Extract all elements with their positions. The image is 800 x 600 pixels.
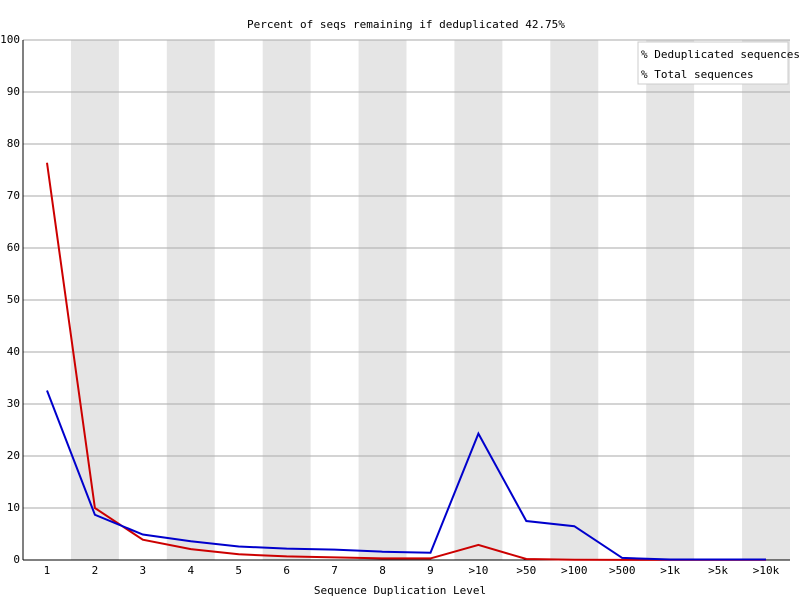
series-line — [46, 390, 766, 561]
y-tick-label: 10 — [7, 501, 20, 514]
legend-box — [637, 41, 789, 85]
x-axis-label: Sequence Duplication Level — [314, 584, 486, 597]
x-tick-label: 5 — [235, 564, 242, 577]
x-tick-label: 2 — [92, 564, 99, 577]
x-tick-label: >10 — [468, 564, 488, 577]
x-tick-label: 9 — [427, 564, 434, 577]
x-tick-label: 4 — [187, 564, 194, 577]
y-tick-label: 70 — [7, 189, 20, 202]
y-tick-label: 0 — [13, 553, 20, 566]
x-tick-label: >10k — [753, 564, 780, 577]
series-line — [46, 162, 766, 561]
y-tick-label: 30 — [7, 397, 20, 410]
legend-entry: % Total sequences — [641, 68, 754, 81]
x-tick-label: >5k — [708, 564, 728, 577]
x-tick-label: >50 — [516, 564, 536, 577]
y-tick-label: 40 — [7, 345, 20, 358]
y-tick-label: 100 — [0, 33, 20, 46]
y-tick-label: 90 — [7, 85, 20, 98]
x-tick-label: 3 — [140, 564, 147, 577]
chart-title: Percent of seqs remaining if deduplicate… — [247, 18, 565, 31]
x-tick-label: 7 — [331, 564, 338, 577]
y-tick-label: 80 — [7, 137, 20, 150]
x-tick-label: >1k — [660, 564, 680, 577]
x-tick-label: 1 — [44, 564, 51, 577]
x-tick-label: 8 — [379, 564, 386, 577]
x-tick-label: >500 — [609, 564, 636, 577]
x-tick-label: >100 — [561, 564, 588, 577]
y-tick-label: 60 — [7, 241, 20, 254]
y-tick-label: 50 — [7, 293, 20, 306]
legend-entry: % Deduplicated sequences — [641, 48, 800, 61]
y-tick-label: 20 — [7, 449, 20, 462]
x-tick-label: 6 — [283, 564, 290, 577]
